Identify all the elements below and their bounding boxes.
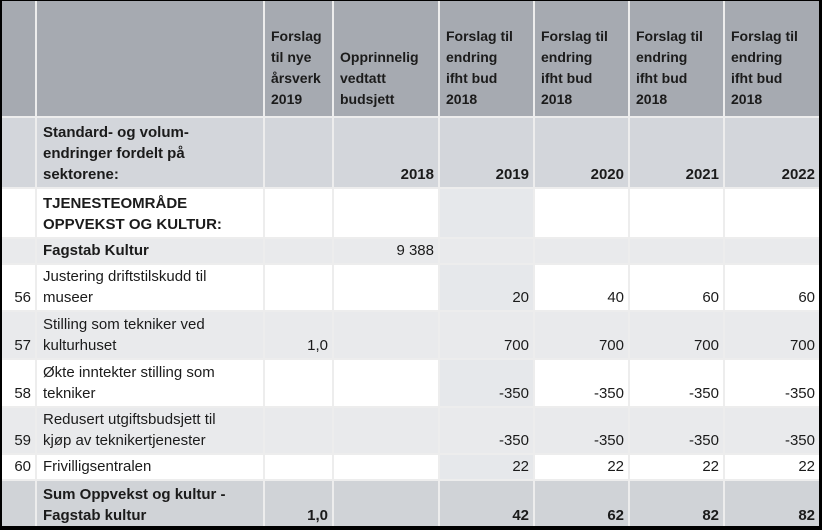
arsverk-cell bbox=[265, 455, 334, 481]
empty-cell bbox=[334, 189, 440, 239]
empty-cell-2019 bbox=[440, 189, 535, 239]
value-cell-2021: 60 bbox=[630, 265, 725, 312]
empty-cell bbox=[2, 481, 37, 526]
header-cell-budsjett: Opprinnelig vedtatt budsjett bbox=[334, 1, 440, 118]
table-row-57: 57 Stilling som tekniker ved kulturhuset… bbox=[2, 312, 819, 360]
fagstab-budsjett-cell: 9 388 bbox=[334, 239, 440, 265]
arsverk-cell: 1,0 bbox=[265, 312, 334, 360]
row-number-cell: 58 bbox=[2, 360, 37, 408]
description-cell: Frivilligsentralen bbox=[37, 455, 265, 481]
value-cell-2021: 700 bbox=[630, 312, 725, 360]
empty-cell bbox=[630, 189, 725, 239]
empty-cell bbox=[2, 118, 37, 189]
empty-cell bbox=[535, 239, 630, 265]
empty-cell bbox=[334, 408, 440, 455]
description-cell: Stilling som tekniker ved kulturhuset bbox=[37, 312, 265, 360]
value-cell-2019: -350 bbox=[440, 360, 535, 408]
year-cell-2020: 2020 bbox=[535, 118, 630, 189]
table-row-58: 58 Økte inntekter stilling som tekniker … bbox=[2, 360, 819, 408]
empty-cell bbox=[334, 312, 440, 360]
year-cell-2022: 2022 bbox=[725, 118, 819, 189]
value-cell-2021: 22 bbox=[630, 455, 725, 481]
value-cell-2022: 700 bbox=[725, 312, 819, 360]
group-row: TJENESTEOMRÅDE OPPVEKST OG KULTUR: bbox=[2, 189, 819, 239]
header-cell-arsverk: Forslag til nye årsverk 2019 bbox=[265, 1, 334, 118]
row-number-cell: 60 bbox=[2, 455, 37, 481]
description-cell: Redusert utgiftsbudsjett til kjøp av tek… bbox=[37, 408, 265, 455]
empty-cell bbox=[334, 360, 440, 408]
table-row-56: 56 Justering driftstilskudd til museer 2… bbox=[2, 265, 819, 312]
table-row-59: 59 Redusert utgiftsbudsjett til kjøp av … bbox=[2, 408, 819, 455]
value-cell-2020: 700 bbox=[535, 312, 630, 360]
description-cell: Økte inntekter stilling som tekniker bbox=[37, 360, 265, 408]
table-row-60: 60 Frivilligsentralen 22 22 22 22 bbox=[2, 455, 819, 481]
value-cell-2019: 700 bbox=[440, 312, 535, 360]
year-cell-2019: 2019 bbox=[440, 118, 535, 189]
empty-cell bbox=[2, 239, 37, 265]
fagstab-label-cell: Fagstab Kultur bbox=[37, 239, 265, 265]
year-cell-2018: 2018 bbox=[334, 118, 440, 189]
value-cell-2019: 22 bbox=[440, 455, 535, 481]
empty-cell bbox=[334, 481, 440, 526]
empty-cell bbox=[2, 189, 37, 239]
sum-label-cell: Sum Oppvekst og kultur - Fagstab kultur bbox=[37, 481, 265, 526]
value-cell-2020: 22 bbox=[535, 455, 630, 481]
sum-value-cell-2021: 82 bbox=[630, 481, 725, 526]
value-cell-2019: -350 bbox=[440, 408, 535, 455]
arsverk-cell bbox=[265, 360, 334, 408]
header-cell-endring-2022: Forslag til endring ifht bud 2018 bbox=[725, 1, 819, 118]
description-cell: Justering driftstilskudd til museer bbox=[37, 265, 265, 312]
value-cell-2021: -350 bbox=[630, 408, 725, 455]
value-cell-2022: -350 bbox=[725, 408, 819, 455]
empty-cell-2019 bbox=[440, 239, 535, 265]
row-number-cell: 57 bbox=[2, 312, 37, 360]
empty-cell bbox=[334, 455, 440, 481]
value-cell-2022: -350 bbox=[725, 360, 819, 408]
sum-row: Sum Oppvekst og kultur - Fagstab kultur … bbox=[2, 481, 819, 526]
header-cell-endring-2019: Forslag til endring ifht bud 2018 bbox=[440, 1, 535, 118]
header-cell-endring-2020: Forslag til endring ifht bud 2018 bbox=[535, 1, 630, 118]
group-title-cell: TJENESTEOMRÅDE OPPVEKST OG KULTUR: bbox=[37, 189, 265, 239]
year-cell-2021: 2021 bbox=[630, 118, 725, 189]
table-header-row: Forslag til nye årsverk 2019 Opprinnelig… bbox=[2, 1, 819, 118]
empty-cell bbox=[630, 239, 725, 265]
section-row: Standard- og volum- endringer fordelt på… bbox=[2, 118, 819, 189]
row-number-cell: 56 bbox=[2, 265, 37, 312]
sum-value-cell-2020: 62 bbox=[535, 481, 630, 526]
header-cell-rownum bbox=[2, 1, 37, 118]
empty-cell bbox=[334, 265, 440, 312]
sum-value-cell-2022: 82 bbox=[725, 481, 819, 526]
empty-cell bbox=[725, 239, 819, 265]
empty-cell bbox=[265, 189, 334, 239]
value-cell-2020: -350 bbox=[535, 408, 630, 455]
header-cell-endring-2021: Forslag til endring ifht bud 2018 bbox=[630, 1, 725, 118]
arsverk-cell bbox=[265, 265, 334, 312]
value-cell-2022: 60 bbox=[725, 265, 819, 312]
sum-arsverk-cell: 1,0 bbox=[265, 481, 334, 526]
value-cell-2021: -350 bbox=[630, 360, 725, 408]
arsverk-cell bbox=[265, 408, 334, 455]
empty-cell bbox=[265, 118, 334, 189]
value-cell-2019: 20 bbox=[440, 265, 535, 312]
value-cell-2022: 22 bbox=[725, 455, 819, 481]
section-title-cell: Standard- og volum- endringer fordelt på… bbox=[37, 118, 265, 189]
value-cell-2020: -350 bbox=[535, 360, 630, 408]
sum-value-cell-2019: 42 bbox=[440, 481, 535, 526]
row-number-cell: 59 bbox=[2, 408, 37, 455]
empty-cell bbox=[725, 189, 819, 239]
value-cell-2020: 40 bbox=[535, 265, 630, 312]
empty-cell bbox=[265, 239, 334, 265]
header-cell-description bbox=[37, 1, 265, 118]
empty-cell bbox=[535, 189, 630, 239]
fagstab-row: Fagstab Kultur 9 388 bbox=[2, 239, 819, 265]
